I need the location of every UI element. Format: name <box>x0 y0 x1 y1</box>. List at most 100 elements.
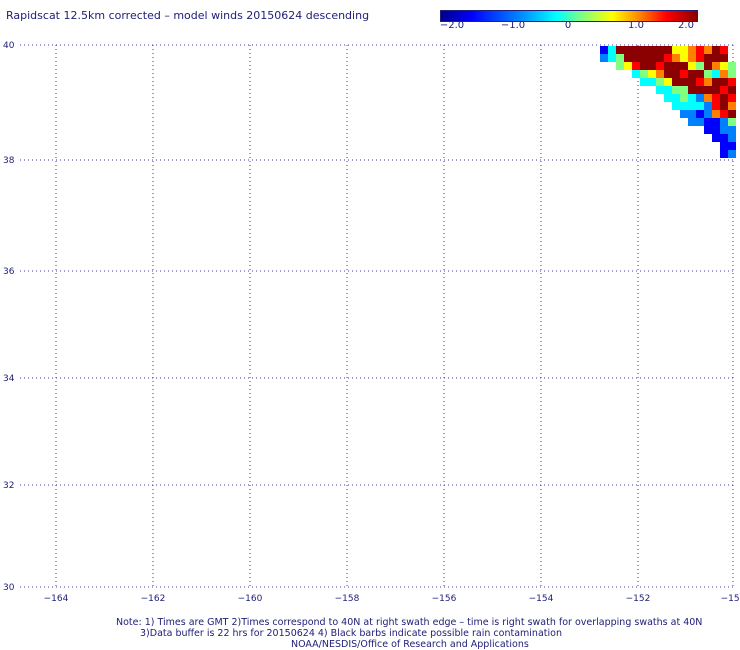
wind-cell <box>640 46 648 54</box>
wind-cell <box>704 46 712 54</box>
note-line-3: NOAA/NESDIS/Office of Research and Appli… <box>291 639 529 650</box>
wind-cell <box>640 78 648 86</box>
wind-cell <box>672 78 680 86</box>
wind-cell <box>648 54 656 62</box>
wind-cell <box>720 46 728 54</box>
wind-cell <box>656 86 664 94</box>
wind-cell <box>712 102 720 110</box>
latitude-label: 38 <box>3 156 15 166</box>
wind-cell <box>720 142 728 150</box>
wind-cell <box>720 110 728 118</box>
wind-cell <box>664 78 672 86</box>
wind-cell <box>712 54 720 62</box>
wind-cell <box>664 54 672 62</box>
wind-cell <box>712 86 720 94</box>
wind-cell <box>664 94 672 102</box>
latitude-label: 34 <box>3 374 15 384</box>
wind-cell <box>728 78 736 86</box>
wind-cell <box>640 54 648 62</box>
wind-cell <box>672 94 680 102</box>
wind-cell <box>712 70 720 78</box>
wind-cell <box>688 118 696 126</box>
longitude-label: −162 <box>141 594 166 604</box>
wind-difference-cells <box>600 46 736 158</box>
note-line-2: 3)Data buffer is 22 hrs for 20150624 4) … <box>140 628 562 639</box>
wind-cell <box>680 102 688 110</box>
wind-cell <box>600 46 608 54</box>
wind-cell <box>712 46 720 54</box>
wind-cell <box>648 78 656 86</box>
wind-cell <box>704 70 712 78</box>
wind-cell <box>680 94 688 102</box>
colorbar-tick-label: 0 <box>564 20 572 31</box>
wind-cell <box>696 86 704 94</box>
wind-cell <box>712 94 720 102</box>
wind-cell <box>680 46 688 54</box>
wind-cell <box>728 150 736 158</box>
wind-cell <box>696 110 704 118</box>
wind-cell <box>656 78 664 86</box>
wind-cell <box>616 54 624 62</box>
wind-cell <box>648 62 656 70</box>
colorbar-tick-label: 1.0 <box>628 20 644 31</box>
wind-cell <box>704 86 712 94</box>
wind-cell <box>728 142 736 150</box>
wind-cell <box>696 118 704 126</box>
longitude-label: −164 <box>44 594 69 604</box>
wind-cell <box>728 94 736 102</box>
wind-cell <box>704 78 712 86</box>
wind-cell <box>728 86 736 94</box>
wind-cell <box>672 54 680 62</box>
wind-cell <box>624 54 632 62</box>
wind-cell <box>688 62 696 70</box>
wind-cell <box>720 70 728 78</box>
wind-cell <box>696 62 704 70</box>
wind-cell <box>720 86 728 94</box>
wind-cell <box>696 46 704 54</box>
wind-cell <box>704 102 712 110</box>
wind-cell <box>720 134 728 142</box>
wind-cell <box>600 54 608 62</box>
wind-cell <box>720 126 728 134</box>
wind-cell <box>688 94 696 102</box>
wind-cell <box>720 118 728 126</box>
wind-cell <box>720 102 728 110</box>
latitude-label: 40 <box>3 41 15 51</box>
colorbar-tick-label: −2.0 <box>439 20 465 31</box>
wind-cell <box>672 70 680 78</box>
longitude-label: −156 <box>432 594 457 604</box>
wind-cell <box>728 70 736 78</box>
longitude-label: −150 <box>721 594 740 604</box>
wind-cell <box>720 150 728 158</box>
wind-cell <box>640 62 648 70</box>
wind-cell <box>728 62 736 70</box>
wind-cell <box>728 134 736 142</box>
wind-cell <box>688 102 696 110</box>
wind-cell <box>728 110 736 118</box>
wind-cell <box>656 70 664 78</box>
wind-cell <box>712 134 720 142</box>
wind-cell <box>688 78 696 86</box>
colorbar-tick-label: 2.0 <box>678 20 694 31</box>
wind-cell <box>680 62 688 70</box>
wind-cell <box>696 78 704 86</box>
wind-cell <box>656 46 664 54</box>
longitude-label: −154 <box>529 594 554 604</box>
wind-cell <box>608 46 616 54</box>
wind-cell <box>656 62 664 70</box>
longitude-label: −158 <box>335 594 360 604</box>
wind-cell <box>640 70 648 78</box>
wind-cell <box>688 70 696 78</box>
wind-cell <box>672 46 680 54</box>
wind-cell <box>696 70 704 78</box>
wind-cell <box>680 78 688 86</box>
wind-cell <box>664 62 672 70</box>
wind-cell <box>688 110 696 118</box>
wind-cell <box>664 70 672 78</box>
wind-cell <box>680 110 688 118</box>
wind-cell <box>664 46 672 54</box>
wind-cell <box>696 94 704 102</box>
colorbar <box>440 10 698 22</box>
wind-cell <box>648 70 656 78</box>
wind-cell <box>632 46 640 54</box>
